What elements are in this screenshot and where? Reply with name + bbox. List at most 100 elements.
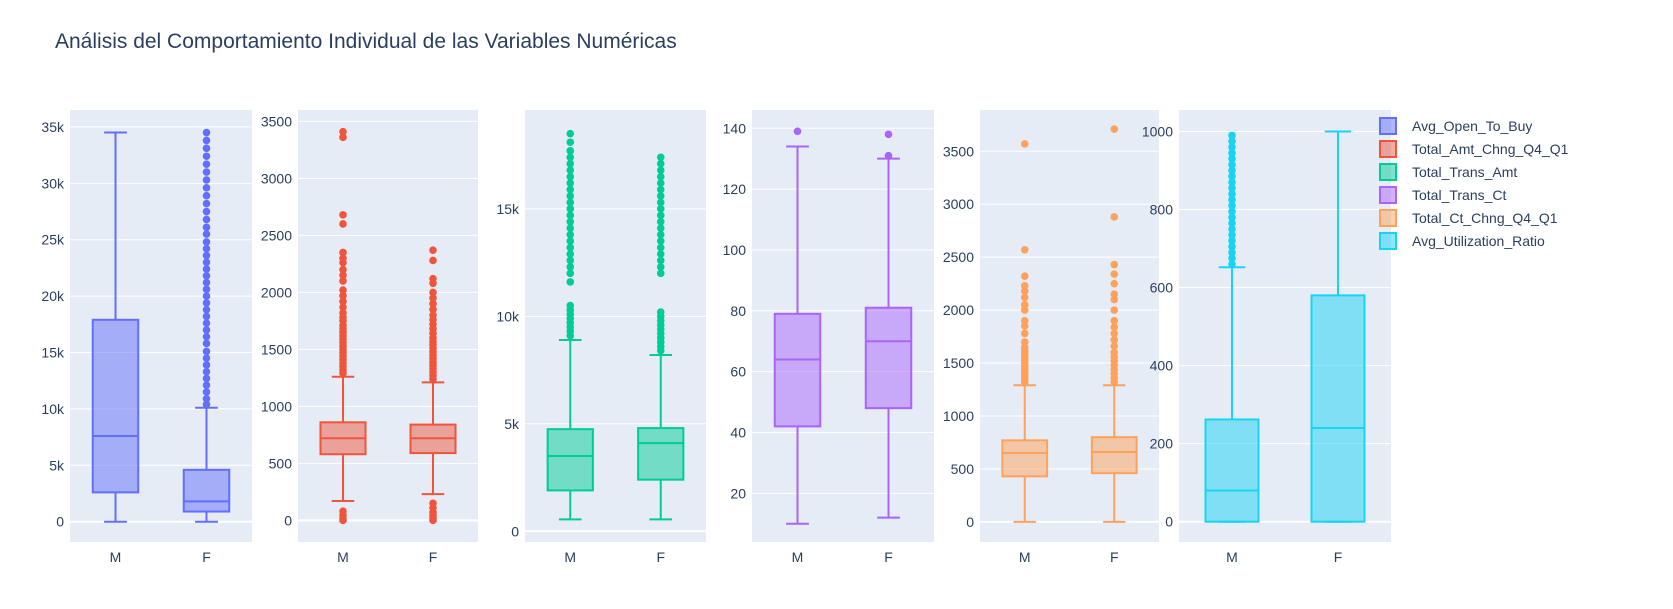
y-tick-label: 500 [951,461,975,477]
outlier-point [566,224,575,233]
outlier-point [566,179,575,187]
y-tick-label: 35k [41,119,65,135]
outlier-point [202,381,211,390]
box-F [409,246,457,525]
outlier-point [202,191,211,200]
y-tick-label: 0 [284,512,292,528]
outlier-point [339,220,347,228]
outlier-point [1228,225,1236,233]
y-tick-label: 600 [1150,280,1174,296]
outlier-point [202,265,211,273]
subplot-Total_Trans_Amt: 0 5k 10k 15k M F [496,110,706,565]
outlier-point [1228,207,1236,216]
outlier-point [1228,195,1236,204]
outlier-point [202,367,211,376]
box-body [637,427,685,481]
outlier-point [202,361,211,369]
x-tick-label: F [429,549,438,565]
y-tick-label: 1000 [1142,123,1173,139]
legend-swatch [1379,140,1397,158]
outlier-point [202,168,211,176]
x-tick-label: F [884,549,893,565]
box-body [864,306,913,410]
outlier-point [1020,306,1029,314]
outlier-point [1228,143,1236,151]
y-tick-label: 5k [504,416,520,432]
y-tick-label: 120 [723,181,747,197]
outlier-point [202,238,211,246]
box-M [1204,131,1260,523]
outlier-point [884,130,893,139]
outlier-point [429,499,437,508]
box-body [546,428,594,492]
outlier-point [566,153,575,162]
outlier-point [566,205,575,213]
outlier-point [202,199,211,208]
outlier-point [429,305,437,314]
outlier-point [339,277,347,285]
outlier-point [1110,348,1119,357]
outlier-point [656,185,665,194]
box-body [1001,439,1049,478]
outlier-point [202,144,211,153]
legend-item-Total_Trans_Amt: Total_Trans_Amt [1379,163,1517,181]
subplot-Avg_Utilization_Ratio: 0 200 400 600 800 1000 M F [1142,110,1391,565]
outlier-point [656,269,665,278]
outlier-point [1228,248,1236,257]
y-tick-label: 3500 [261,113,292,129]
outlier-point [1228,254,1236,263]
box-F [864,130,913,519]
outlier-point [566,217,575,226]
outlier-point [1228,260,1236,268]
outlier-point [656,205,665,213]
x-tick-label: M [792,549,804,565]
subplot-Avg_Open_To_Buy: 0 5k 10k 15k 20k 25k 30k 35k M F [41,110,252,565]
legend-swatch [1379,232,1397,250]
y-tick-label: 140 [723,120,747,136]
outlier-point [1020,322,1029,330]
legend-swatch [1379,209,1397,227]
y-tick-label: 500 [269,455,293,471]
y-tick-label: 0 [1165,514,1173,530]
outlier-point [566,243,575,252]
legend: Avg_Open_To_Buy Total_Amt_Chng_Q4_Q1 Total… [1379,117,1569,250]
outlier-point [202,230,211,238]
subplot-Total_Ct_Chng_Q4_Q1: 0 500 1000 1500 2000 2500 3000 3500 M F [943,110,1159,565]
outlier-point [656,217,665,226]
legend-label: Avg_Open_To_Buy [1412,118,1532,134]
y-tick-label: 2000 [943,302,974,318]
y-tick-label: 15k [41,345,65,361]
outlier-point [202,278,211,287]
outlier-point [202,339,211,348]
legend-item-Avg_Utilization_Ratio: Avg_Utilization_Ratio [1379,232,1545,250]
legend-swatch [1379,117,1397,135]
outlier-point [202,312,211,321]
outlier-point [566,185,575,194]
legend-item-Total_Ct_Chng_Q4_Q1: Total_Ct_Chng_Q4_Q1 [1379,209,1558,227]
outlier-point [1020,281,1029,290]
outlier-point [1110,323,1119,331]
outlier-point [1020,338,1029,346]
outlier-point [1110,213,1119,221]
outlier-point [1110,260,1119,269]
outlier-point [566,237,575,245]
outlier-point [1110,329,1119,338]
outlier-point [1110,270,1119,278]
y-tick-label: 2500 [261,227,292,243]
outlier-point [656,256,665,265]
legend-label: Total_Trans_Amt [1412,164,1517,180]
outlier-point [339,286,347,294]
outlier-point [339,303,347,311]
box-body [1204,418,1260,523]
outlier-point [202,244,211,253]
outlier-point [202,319,211,327]
outlier-point [202,176,211,184]
box-M [91,131,140,523]
legend-label: Total_Trans_Ct [1412,187,1507,203]
outlier-point [656,192,665,200]
outlier-point [202,354,211,362]
y-tick-label: 200 [1150,436,1174,452]
outlier-point [566,269,575,278]
